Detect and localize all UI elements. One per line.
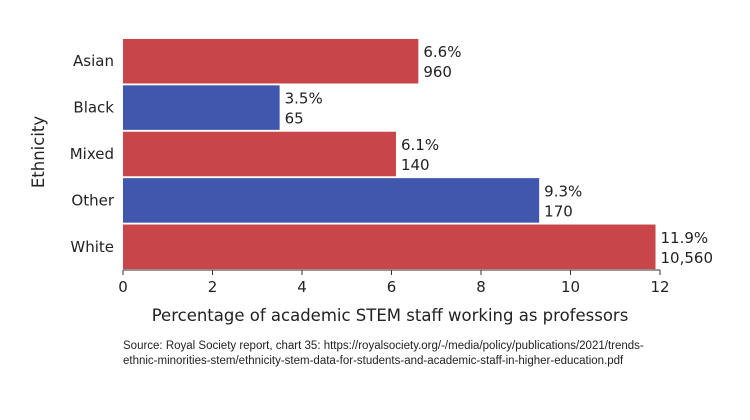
x-tick-label-2: 2 [208, 278, 218, 296]
source-note: Source: Royal Society report, chart 35: … [123, 339, 733, 369]
value-label-black: 3.5% [285, 90, 323, 108]
value-label-asian: 6.6% [423, 43, 461, 61]
value-label-mixed: 6.1% [401, 136, 439, 154]
x-tick-label-12: 12 [650, 278, 669, 296]
category-label-mixed: Mixed [70, 145, 114, 163]
category-label-white: White [70, 238, 114, 256]
source-line-1: Source: Royal Society report, chart 35: … [123, 340, 644, 352]
count-label-asian: 960 [423, 63, 452, 81]
value-label-white: 11.9% [661, 229, 709, 247]
bar-white [123, 224, 656, 270]
bars-group [123, 38, 656, 270]
count-label-mixed: 140 [401, 156, 430, 174]
bar-mixed [123, 131, 396, 177]
count-label-white: 10,560 [661, 249, 714, 267]
x-tick-label-10: 10 [561, 278, 580, 296]
x-tick-label-4: 4 [297, 278, 307, 296]
x-ticks-group: 0 2 4 6 8 10 12 [118, 270, 670, 296]
source-line-2: ethnic-minorities-stem/ethnicity-stem-da… [123, 355, 624, 367]
value-label-other: 9.3% [544, 182, 582, 200]
count-label-other: 170 [544, 202, 573, 220]
category-label-other: Other [71, 191, 114, 209]
count-label-black: 65 [285, 110, 304, 128]
category-labels-group: Asian Black Mixed Other White [70, 52, 115, 256]
category-label-asian: Asian [73, 52, 114, 70]
x-tick-label-0: 0 [118, 278, 128, 296]
x-axis-label: Percentage of academic STEM staff workin… [152, 306, 629, 325]
value-labels-group: 6.6% 960 3.5% 65 6.1% 140 9.3% 170 11.9% 10,560 [285, 43, 713, 267]
y-axis-label: Ethnicity [29, 116, 48, 189]
x-tick-label-6: 6 [387, 278, 397, 296]
category-label-black: Black [73, 99, 114, 117]
x-tick-label-8: 8 [476, 278, 486, 296]
bar-other [123, 178, 540, 223]
bar-asian [123, 38, 419, 84]
bar-black [123, 85, 280, 130]
